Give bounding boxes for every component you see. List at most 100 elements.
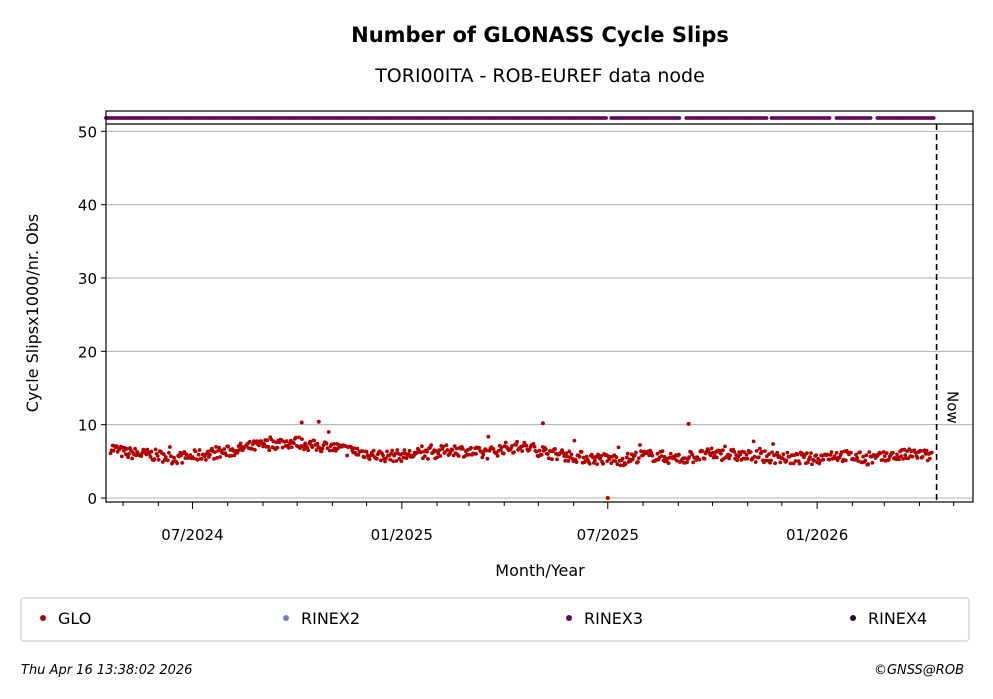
glo-point (486, 434, 491, 439)
glo-point (577, 454, 582, 459)
glo-point (855, 455, 859, 460)
y-axis-label: Cycle Slipsx1000/nr. Obs (23, 214, 42, 412)
glo-point (520, 449, 525, 453)
glo-point (512, 450, 516, 454)
glo-point (481, 452, 486, 457)
glo-point (331, 442, 336, 446)
glo-point (543, 447, 548, 452)
glo-point (401, 455, 406, 460)
glo-point (821, 457, 826, 462)
now-label: Now (944, 391, 962, 424)
glo-point (400, 451, 405, 456)
glo-point (662, 455, 667, 459)
glo-point (133, 446, 138, 451)
legend-marker-glo (40, 615, 46, 621)
glo-point (655, 451, 660, 456)
glo-point (306, 448, 311, 453)
glo-point (485, 456, 490, 461)
glo-point (886, 457, 891, 462)
glo-point (901, 457, 905, 461)
glo-point (858, 450, 862, 455)
glo-point (362, 455, 367, 460)
glo-point (778, 460, 783, 465)
glo-point (271, 439, 276, 444)
glo-point (203, 458, 208, 462)
glo-point (479, 449, 484, 454)
glo-point (515, 439, 519, 444)
glo-point (561, 451, 566, 455)
glo-point (180, 461, 185, 465)
glo-point (310, 445, 315, 449)
glo-point (770, 450, 774, 455)
glo-point (753, 460, 758, 464)
glo-point (284, 439, 289, 444)
glo-point (913, 450, 918, 455)
glo-point (320, 446, 325, 451)
glo-point (213, 450, 217, 454)
glo-point (379, 458, 383, 463)
glo-point (374, 456, 379, 461)
glo-point (691, 460, 696, 465)
glo-point (531, 442, 536, 446)
glo-point (156, 457, 161, 462)
glo-point (723, 444, 727, 449)
glo-outlier-point (605, 496, 610, 500)
glo-point (429, 443, 433, 448)
glo-point (326, 430, 331, 434)
chart-title: Number of GLONASS Cycle Slips (351, 23, 729, 47)
glo-point (767, 452, 771, 456)
rinex3-point (604, 116, 608, 120)
glo-point (371, 448, 376, 453)
glo-point (814, 453, 818, 457)
glo-point (312, 438, 317, 443)
glo-point (140, 451, 145, 455)
glo-point (572, 438, 577, 443)
glo-point (775, 450, 780, 455)
glo-point (752, 454, 757, 459)
glo-point (923, 452, 928, 456)
glo-point (636, 460, 640, 464)
glo-point (238, 441, 243, 446)
glo-point (660, 449, 665, 454)
legend-label-glo: GLO (58, 609, 91, 628)
glo-point (562, 454, 567, 458)
glo-point (418, 450, 423, 455)
glo-point (289, 445, 294, 449)
glo-point (384, 456, 388, 461)
x-axis-label: Month/Year (495, 561, 585, 580)
glo-outlier-point (662, 459, 667, 464)
glo-point (591, 455, 595, 460)
rinex3-point (827, 116, 832, 120)
glo-point (314, 448, 319, 452)
glo-point (191, 456, 196, 461)
glo-point (748, 450, 753, 454)
glo-outlier-point (299, 420, 304, 425)
glo-point (426, 457, 430, 461)
glo-point (797, 461, 802, 466)
glo-point (751, 439, 756, 444)
glo-point (613, 459, 618, 463)
glo-point (355, 446, 360, 451)
glo-point (172, 455, 176, 460)
glo-point (781, 452, 786, 457)
glo-point (581, 455, 586, 460)
glo-point (595, 462, 599, 466)
glo-point (924, 448, 929, 453)
glo-point (579, 450, 584, 454)
glo-point (867, 450, 872, 454)
glo-point (569, 452, 574, 457)
glo-point (214, 445, 218, 449)
glo-point (808, 455, 812, 459)
glo-point (759, 450, 764, 454)
glo-point (630, 457, 635, 462)
glo-point (539, 452, 544, 457)
glo-point (153, 447, 158, 452)
legend-marker-rinex3 (566, 615, 572, 621)
glo-point (714, 455, 719, 460)
glo-point (563, 458, 568, 463)
glo-point (324, 441, 329, 446)
grid-lines (106, 130, 973, 499)
glo-point (915, 456, 920, 460)
legend-entries: GLO RINEX2 RINEX3 RINEX4 (40, 609, 927, 628)
glo-point (420, 444, 424, 449)
